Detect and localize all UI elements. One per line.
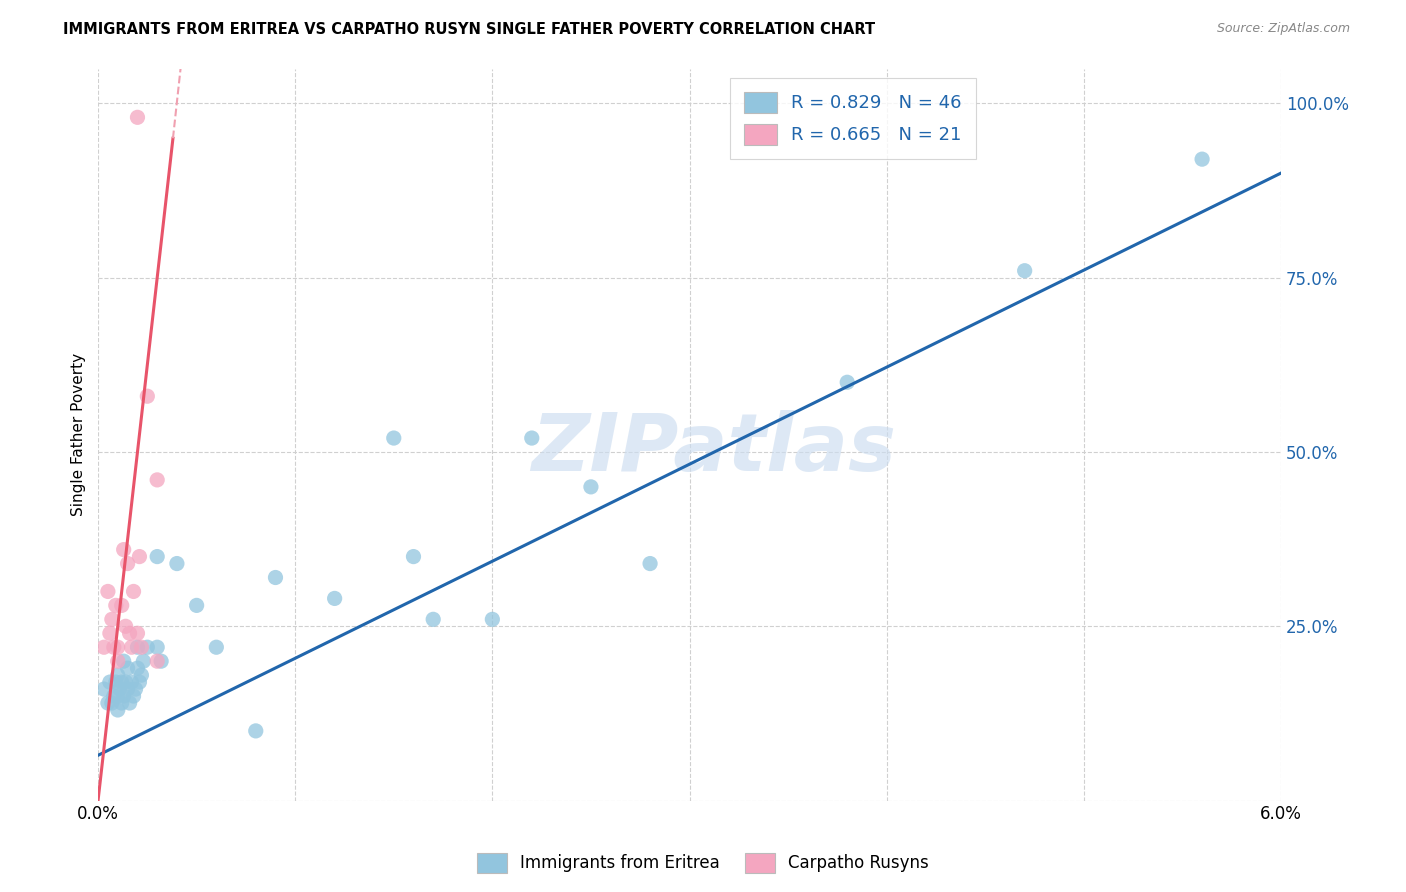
Point xyxy=(837,376,859,390)
Y-axis label: Single Father Poverty: Single Father Poverty xyxy=(72,353,86,516)
Point xyxy=(127,640,149,655)
Point xyxy=(111,675,134,690)
Point xyxy=(132,654,155,668)
Point xyxy=(103,689,125,703)
Point xyxy=(638,557,661,571)
Point xyxy=(103,640,125,655)
Point xyxy=(107,640,129,655)
Legend: R = 0.829   N = 46, R = 0.665   N = 21: R = 0.829 N = 46, R = 0.665 N = 21 xyxy=(730,78,976,159)
Legend: Immigrants from Eritrea, Carpatho Rusyns: Immigrants from Eritrea, Carpatho Rusyns xyxy=(470,847,936,880)
Point xyxy=(1191,152,1213,166)
Point xyxy=(579,480,602,494)
Point xyxy=(146,640,169,655)
Point xyxy=(127,626,149,640)
Point xyxy=(107,703,129,717)
Point xyxy=(122,584,145,599)
Point xyxy=(186,599,208,613)
Point xyxy=(104,675,127,690)
Point xyxy=(101,696,124,710)
Point xyxy=(1014,263,1036,277)
Point xyxy=(166,557,188,571)
Point xyxy=(128,675,150,690)
Point xyxy=(146,473,169,487)
Point xyxy=(112,542,135,557)
Point xyxy=(93,681,115,696)
Text: Source: ZipAtlas.com: Source: ZipAtlas.com xyxy=(1216,22,1350,36)
Point xyxy=(131,668,153,682)
Point xyxy=(131,640,153,655)
Point xyxy=(323,591,346,606)
Point xyxy=(128,549,150,564)
Point xyxy=(520,431,543,445)
Point xyxy=(107,689,129,703)
Point xyxy=(121,640,143,655)
Point xyxy=(382,431,405,445)
Point xyxy=(112,654,135,668)
Point xyxy=(118,626,141,640)
Text: ZIPatlas: ZIPatlas xyxy=(530,410,896,488)
Point xyxy=(111,696,134,710)
Point xyxy=(98,626,121,640)
Point xyxy=(127,111,149,125)
Point xyxy=(245,723,267,738)
Point xyxy=(146,654,169,668)
Point xyxy=(136,640,159,655)
Point xyxy=(108,681,131,696)
Point xyxy=(101,612,124,626)
Point xyxy=(114,675,136,690)
Point xyxy=(146,549,169,564)
Point xyxy=(205,640,228,655)
Point xyxy=(104,599,127,613)
Point xyxy=(124,681,146,696)
Point xyxy=(422,612,444,626)
Point xyxy=(112,689,135,703)
Point xyxy=(481,612,503,626)
Point xyxy=(118,696,141,710)
Text: IMMIGRANTS FROM ERITREA VS CARPATHO RUSYN SINGLE FATHER POVERTY CORRELATION CHAR: IMMIGRANTS FROM ERITREA VS CARPATHO RUSY… xyxy=(63,22,876,37)
Point xyxy=(117,681,139,696)
Point xyxy=(97,696,120,710)
Point xyxy=(121,675,143,690)
Point xyxy=(122,689,145,703)
Point xyxy=(127,661,149,675)
Point xyxy=(264,570,287,584)
Point xyxy=(107,668,129,682)
Point xyxy=(117,557,139,571)
Point xyxy=(111,599,134,613)
Point xyxy=(136,389,159,403)
Point xyxy=(93,640,115,655)
Point xyxy=(150,654,173,668)
Point xyxy=(107,654,129,668)
Point xyxy=(98,675,121,690)
Point xyxy=(114,619,136,633)
Point xyxy=(97,584,120,599)
Point xyxy=(117,661,139,675)
Point xyxy=(402,549,425,564)
